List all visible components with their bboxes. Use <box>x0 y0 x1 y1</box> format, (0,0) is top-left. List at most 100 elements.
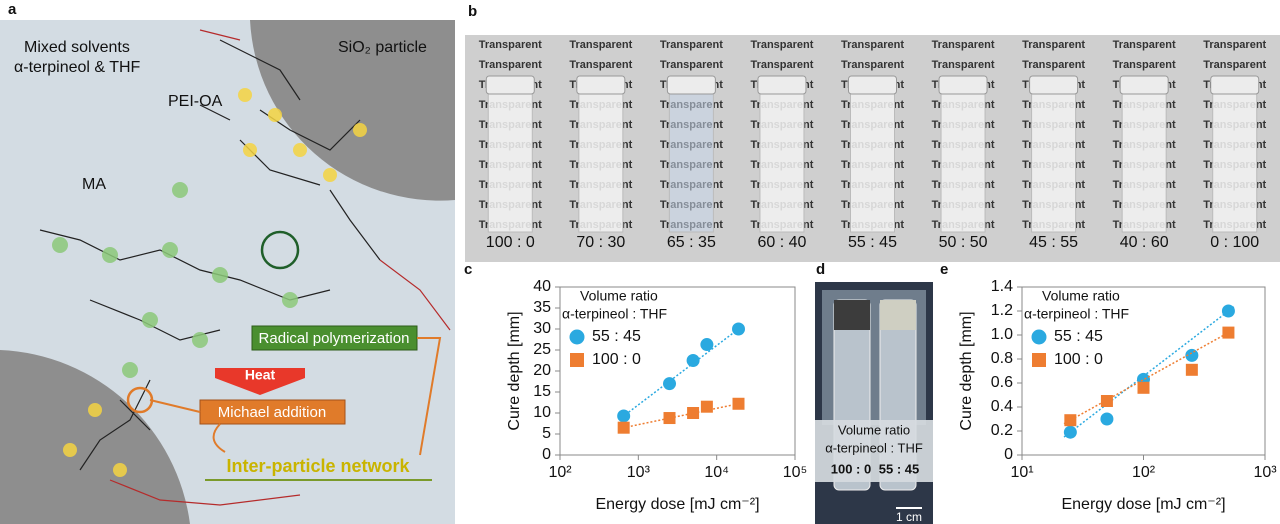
point <box>1222 305 1235 318</box>
point <box>1101 395 1113 407</box>
legend-marker <box>1032 330 1047 345</box>
background-text: Transparent <box>932 59 995 71</box>
y-tick-label: 25 <box>533 341 551 358</box>
legend-line: α-terpineol : THF <box>825 440 923 455</box>
background-text: Transparent <box>1022 59 1085 71</box>
x-tick-label: 10² <box>1132 464 1156 481</box>
x-tick-label: 10³ <box>627 464 651 481</box>
legend-title: Volume ratio <box>580 288 658 304</box>
point <box>1186 364 1198 376</box>
y-axis-label: Cure depth [mm] <box>506 311 523 430</box>
vial-cap <box>849 76 897 94</box>
ratio-label: 55 : 45 <box>848 234 897 251</box>
network-label: Inter-particle network <box>226 456 410 476</box>
vial-cap <box>486 76 534 94</box>
legend-marker <box>570 353 584 367</box>
ratio-label: 100 : 0 <box>486 234 535 251</box>
ratio-label: 0 : 100 <box>1210 234 1259 251</box>
x-tick-label: 10⁵ <box>783 464 807 481</box>
point <box>1222 327 1234 339</box>
vial-cap <box>758 76 806 94</box>
point <box>733 398 745 410</box>
point <box>1064 426 1077 439</box>
ratio-label: 100 : 0 <box>831 461 871 476</box>
legend-line: Volume ratio <box>838 422 910 437</box>
point <box>687 407 699 419</box>
vial <box>941 82 985 232</box>
y-tick-label: 0.6 <box>991 374 1013 391</box>
y-tick-label: 0 <box>1004 446 1013 463</box>
figure: Mixed solvents α-terpineol & THF SiO₂ pa… <box>0 0 1280 524</box>
y-tick-label: 20 <box>533 362 551 379</box>
y-tick-label: 1.0 <box>991 326 1013 343</box>
vial-cap <box>1030 76 1078 94</box>
point <box>663 377 676 390</box>
legend-marker <box>570 330 585 345</box>
panel-label: e <box>940 261 948 278</box>
panel-b: Transparent Transparent Transparent Transpa… <box>465 35 1280 262</box>
legend-title: Volume ratio <box>1042 288 1120 304</box>
y-tick-label: 40 <box>533 278 551 295</box>
legend-label: 100 : 0 <box>1054 351 1103 368</box>
vial <box>488 82 532 232</box>
legend-label: 100 : 0 <box>592 351 641 368</box>
y-tick-label: 1.2 <box>991 302 1013 319</box>
background-text: Transparent <box>1203 39 1266 51</box>
legend-label: 55 : 45 <box>1054 328 1103 345</box>
legend-title: α-terpineol : THF <box>562 306 667 322</box>
vial <box>1213 82 1257 232</box>
point <box>1138 382 1150 394</box>
background-text: Transparent <box>932 39 995 51</box>
panel-d: Volume ratio α-terpineol : THF 100 : 0 5… <box>815 282 933 524</box>
point <box>700 338 713 351</box>
y-tick-label: 0.4 <box>991 398 1013 415</box>
background-text: Transparent <box>479 59 542 71</box>
vial <box>669 82 713 232</box>
particle-label: SiO₂ particle <box>338 39 427 56</box>
vial <box>1032 82 1076 232</box>
y-tick-label: 10 <box>533 404 551 421</box>
panel-label: c <box>464 261 472 278</box>
heat-label: Heat <box>245 367 276 383</box>
monomer-label: MA <box>82 176 106 193</box>
trend-line <box>619 403 743 429</box>
y-axis-label: Cure depth [mm] <box>958 311 975 430</box>
point <box>618 422 630 434</box>
x-tick-label: 10⁴ <box>704 464 729 481</box>
scale-label: 1 cm <box>896 510 922 524</box>
vial-cap <box>577 76 625 94</box>
ratio-label: 60 : 40 <box>757 234 806 251</box>
x-axis-label: Energy dose [mJ cm⁻²] <box>595 496 759 513</box>
background-text: Transparent <box>660 39 723 51</box>
background-text: Transparent <box>1022 39 1085 51</box>
vial <box>851 82 895 232</box>
point <box>701 401 713 413</box>
y-tick-label: 0 <box>542 446 551 463</box>
background-text: Transparent <box>660 59 723 71</box>
ratio-label: 70 : 30 <box>576 234 625 251</box>
point <box>664 412 676 424</box>
y-tick-label: 5 <box>542 425 551 442</box>
background-text: Transparent <box>841 59 904 71</box>
vial <box>1122 82 1166 232</box>
y-tick-label: 35 <box>533 299 551 316</box>
vial <box>579 82 623 232</box>
point <box>687 354 700 367</box>
background-text: Transparent <box>479 39 542 51</box>
solvent-label: Mixed solvents <box>24 39 130 56</box>
background-text: Transparent <box>1113 39 1176 51</box>
ratio-label: 40 : 60 <box>1120 234 1169 251</box>
point <box>1100 413 1113 426</box>
point <box>732 323 745 336</box>
vial-cap <box>1211 76 1259 94</box>
panel-label: a <box>8 1 17 18</box>
background-text: Transparent <box>750 39 813 51</box>
background-text: Transparent <box>569 39 632 51</box>
legend-title: α-terpineol : THF <box>1024 306 1129 322</box>
x-tick-label: 10² <box>548 464 572 481</box>
solvent-label: α-terpineol & THF <box>14 59 141 76</box>
panel-label: d <box>816 261 825 278</box>
background-text: Transparent <box>841 39 904 51</box>
ratio-label: 55 : 45 <box>879 461 919 476</box>
point <box>617 409 630 422</box>
